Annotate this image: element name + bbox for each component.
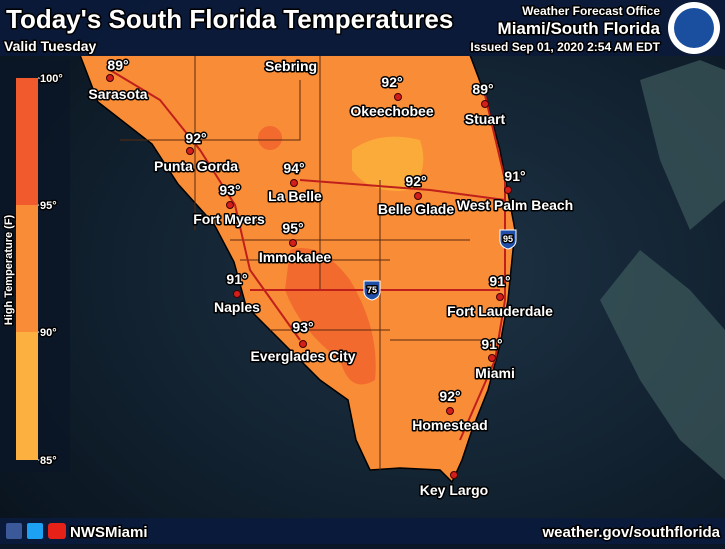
city-dot	[446, 407, 454, 415]
city-dot	[488, 354, 496, 362]
city-name: La Belle	[268, 188, 322, 204]
city-dot	[289, 239, 297, 247]
city-temp: 92°	[381, 74, 402, 90]
legend-tick-label: 85°	[40, 455, 57, 467]
city-name: Homestead	[412, 417, 487, 433]
city-name: Miami	[475, 365, 515, 381]
hot-zone	[258, 126, 282, 150]
city-temp: 89°	[107, 57, 128, 73]
city-temp: 92°	[439, 388, 460, 404]
city-name: Stuart	[465, 111, 506, 127]
legend-band	[16, 205, 38, 332]
city-temp: 93°	[219, 182, 240, 198]
issued: Issued Sep 01, 2020 2:54 AM EDT	[470, 40, 660, 54]
legend-band	[16, 332, 38, 460]
interstate-number: 75	[367, 285, 377, 295]
city-name: Belle Glade	[378, 201, 454, 217]
region: Miami/South Florida	[498, 19, 661, 38]
city-name: Sarasota	[88, 86, 147, 102]
legend-tick-label: 95°	[40, 200, 57, 212]
city-name: Fort Lauderdale	[447, 303, 553, 319]
city-temp: 91°	[504, 168, 525, 184]
city-dot	[496, 293, 504, 301]
header-bar	[0, 0, 725, 56]
city-temp: 93°	[292, 319, 313, 335]
footer-bar	[0, 518, 725, 544]
hot-zone	[285, 248, 376, 385]
city-temp: 91°	[481, 336, 502, 352]
city-dot	[504, 186, 512, 194]
city-name: Naples	[214, 299, 260, 315]
city-dot	[186, 147, 194, 155]
city-dot	[481, 100, 489, 108]
valid-day: Valid Tuesday	[4, 38, 97, 54]
interstate-shield	[363, 280, 381, 301]
city-temp: 91°	[489, 273, 510, 289]
social-handle: NWSMiami	[70, 524, 148, 541]
legend-tick-label: 100°	[40, 73, 63, 85]
twitter-icon[interactable]	[27, 523, 43, 539]
youtube-icon[interactable]	[48, 523, 66, 539]
city-dot	[106, 74, 114, 82]
office: Weather Forecast Office	[522, 4, 660, 18]
city-dot	[299, 340, 307, 348]
city-dot	[394, 93, 402, 101]
city-temp: 92°	[405, 173, 426, 189]
city-dot	[233, 290, 241, 298]
legend-band	[16, 78, 38, 205]
facebook-icon[interactable]	[6, 523, 22, 539]
city-temp: 89°	[472, 81, 493, 97]
city-name: Key Largo	[420, 482, 488, 498]
city-name: West Palm Beach	[457, 197, 573, 213]
city-temp: 92°	[185, 130, 206, 146]
interstate-number: 95	[503, 234, 513, 244]
city-dot	[290, 179, 298, 187]
bahamas	[600, 60, 725, 480]
city-name: Okeechobee	[350, 103, 433, 119]
city-name: Sebring	[265, 58, 317, 74]
website: weather.gov/southflorida	[541, 524, 720, 541]
city-temp: 94°	[283, 160, 304, 176]
city-temp: 91°	[226, 271, 247, 287]
nws-logo-inner	[674, 8, 714, 48]
title: Today's South Florida Temperatures	[6, 4, 453, 34]
city-dot	[226, 201, 234, 209]
city-dot	[414, 192, 422, 200]
city-temp: 95°	[282, 220, 303, 236]
city-name: Fort Myers	[193, 211, 265, 227]
city-name: Everglades City	[250, 348, 355, 364]
legend-tick-label: 90°	[40, 327, 57, 339]
lake-okeechobee-zone	[352, 136, 424, 191]
city-dot	[450, 471, 458, 479]
interstate-shield	[499, 229, 517, 250]
city-name: Punta Gorda	[154, 158, 238, 174]
city-name: Immokalee	[259, 249, 332, 265]
legend-title: High Temperature (F)	[3, 214, 15, 325]
